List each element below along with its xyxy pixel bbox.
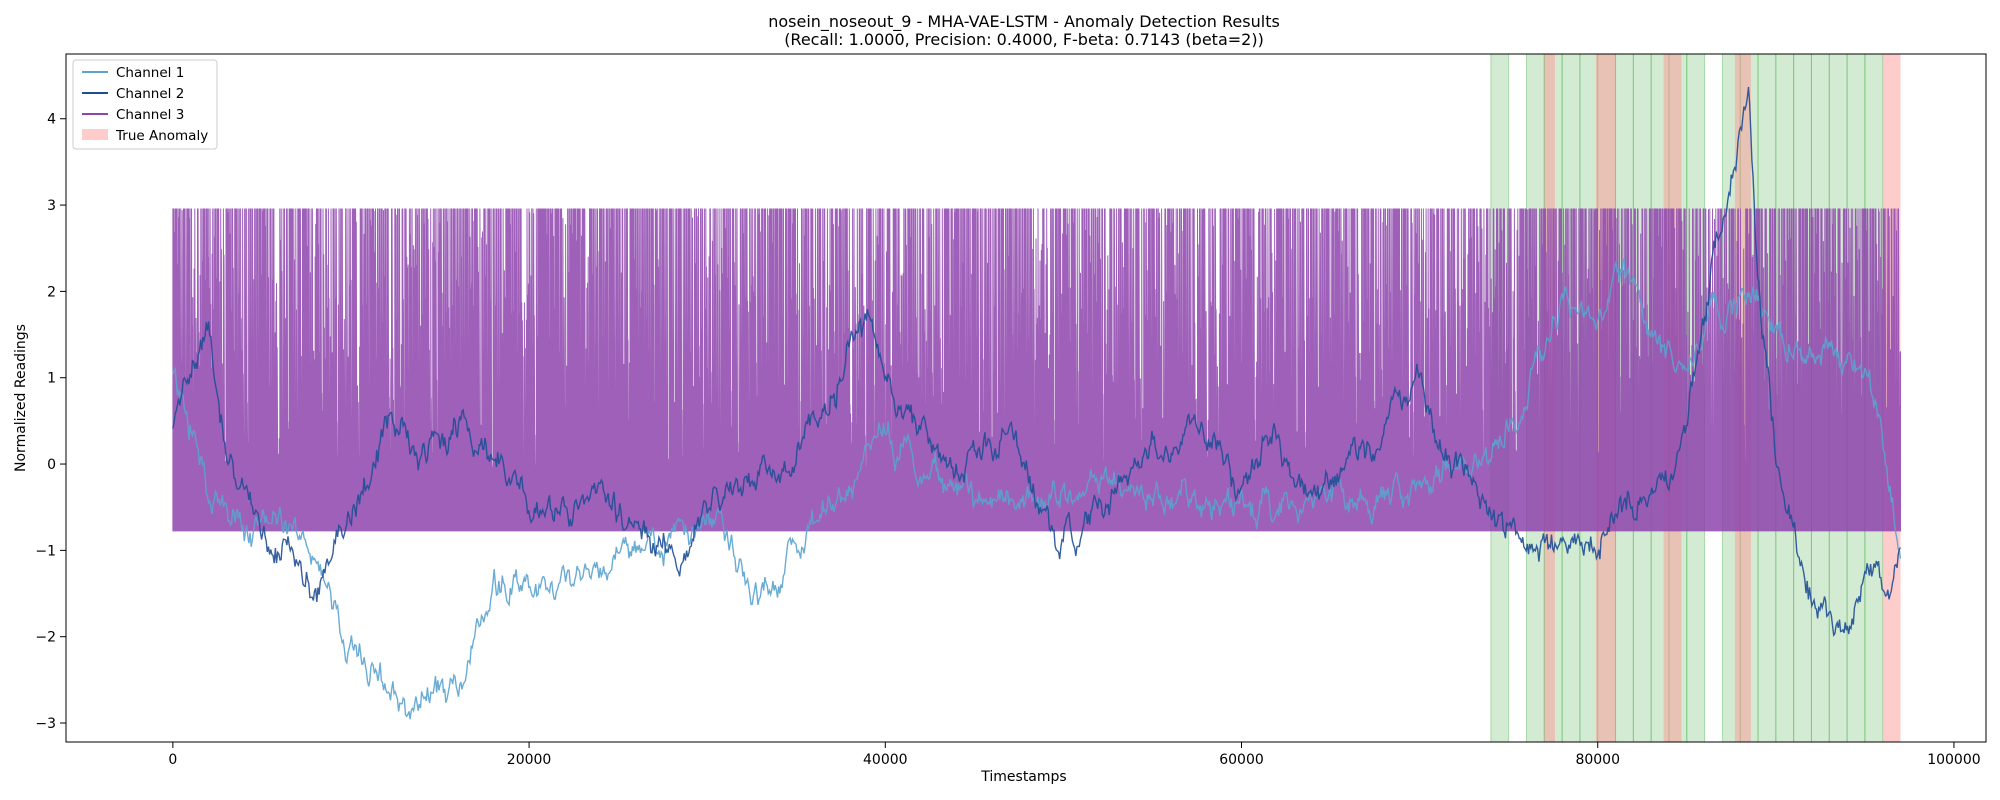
plot-frame — [65, 53, 1987, 743]
x-tick-label: 60000 — [1219, 752, 1264, 768]
x-tick-label: 100000 — [1927, 752, 1980, 768]
x-tick-label: 80000 — [1575, 752, 1620, 768]
y-tick-label: −3 — [35, 716, 56, 732]
series-layer — [172, 86, 1902, 720]
x-axis-label: Timestamps — [980, 769, 1066, 785]
chart-title: nosein_noseout_9 - MHA-VAE-LSTM - Anomal… — [768, 12, 1280, 32]
axis-ticks: 0 20000 40000 60000 80000 100000 −3 −2 −1 0 1 2 3 4 — [35, 112, 1980, 768]
legend-label-channel-2: Channel 2 — [116, 86, 184, 102]
y-tick-label: 4 — [47, 112, 56, 128]
y-tick-label: 2 — [47, 284, 56, 300]
x-tick-label: 20000 — [507, 752, 552, 768]
x-tick-label: 0 — [168, 752, 177, 768]
y-tick-label: −1 — [35, 543, 56, 559]
series-line-channel-1 — [172, 258, 1902, 720]
legend: Channel 1 Channel 2 Channel 3 True Anoma… — [72, 59, 218, 150]
chart-subtitle: (Recall: 1.0000, Precision: 0.4000, F-be… — [784, 30, 1264, 49]
legend-label-channel-1: Channel 1 — [116, 65, 184, 81]
y-axis-label: Normalized Readings — [13, 324, 29, 472]
x-tick-label: 40000 — [863, 752, 908, 768]
y-tick-label: 3 — [47, 198, 56, 214]
y-tick-label: 0 — [47, 457, 56, 473]
y-tick-label: 1 — [47, 371, 56, 387]
legend-label-true-anomaly: True Anomaly — [115, 128, 208, 144]
legend-label-channel-3: Channel 3 — [116, 107, 184, 123]
series-line-channel-2 — [172, 86, 1902, 638]
y-tick-label: −2 — [35, 630, 56, 646]
legend-swatch-true-anomaly — [82, 129, 108, 140]
legend-box — [72, 59, 218, 150]
series-line-channel-3 — [172, 208, 1901, 532]
